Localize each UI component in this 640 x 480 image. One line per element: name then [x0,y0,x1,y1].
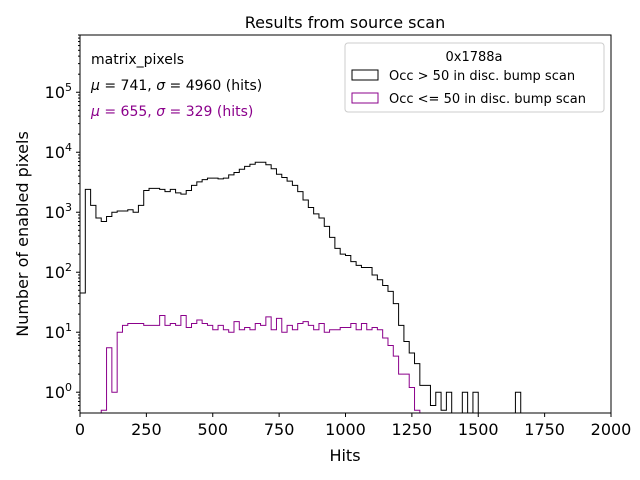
y-tick-label: 102 [45,261,72,282]
annotation-mu-symbol: μ [90,104,100,120]
annotation-mu-value: = 741, [100,78,156,94]
y-axis-label: Number of enabled pixels [13,131,32,337]
x-tick-label: 500 [197,420,228,439]
series-layer [80,161,522,413]
legend-swatch-black [351,69,379,81]
legend-box [344,42,605,113]
annotation-sigma-value: = 329 (hits) [165,104,253,120]
series-step-line-occ-le-50 [100,314,421,413]
x-tick-label: 1500 [458,420,499,439]
annotation-mu-symbol: μ [90,78,100,94]
y-tick-label: 101 [45,321,72,342]
annotation-stats-purple: μ = 655, σ = 329 (hits) [90,104,253,120]
y-tick-label: 105 [45,81,72,102]
y-tick-label: 103 [45,201,72,222]
y-tick-label: 104 [45,141,72,162]
x-tick-label: 1250 [392,420,433,439]
x-tick-label: 1000 [325,420,366,439]
series-step-line-occ-gt-50 [80,161,522,413]
x-tick-label: 2000 [591,420,632,439]
x-tick-label: 1750 [524,420,565,439]
legend-title: 0x1788a [445,50,502,65]
x-tick-label: 750 [264,420,295,439]
x-axis: 0 250 500 750 1000 1250 1500 1750 2000 [75,413,631,439]
y-tick-label: 100 [45,381,72,402]
annotation-stats-black: μ = 741, σ = 4960 (hits) [90,78,262,94]
legend-entry-black: Occ > 50 in disc. bump scan [389,69,575,84]
annotation-mu-value: = 655, [100,104,156,120]
annotation-sigma-symbol: σ [156,104,166,120]
x-tick-label: 250 [131,420,162,439]
annotation-sigma-symbol: σ [156,78,166,94]
x-axis-label: Hits [329,446,360,465]
legend: 0x1788a Occ > 50 in disc. bump scan Occ … [344,42,605,113]
legend-swatch-purple [351,92,379,104]
annotation-sigma-value: = 4960 (hits) [165,78,262,94]
legend-entry-purple: Occ <= 50 in disc. bump scan [389,92,586,107]
annotation-name: matrix_pixels [91,52,184,68]
chart-title: Results from source scan [245,13,445,32]
x-tick-label: 0 [75,420,85,439]
y-axis: 100 101 102 103 104 105 [45,34,80,411]
